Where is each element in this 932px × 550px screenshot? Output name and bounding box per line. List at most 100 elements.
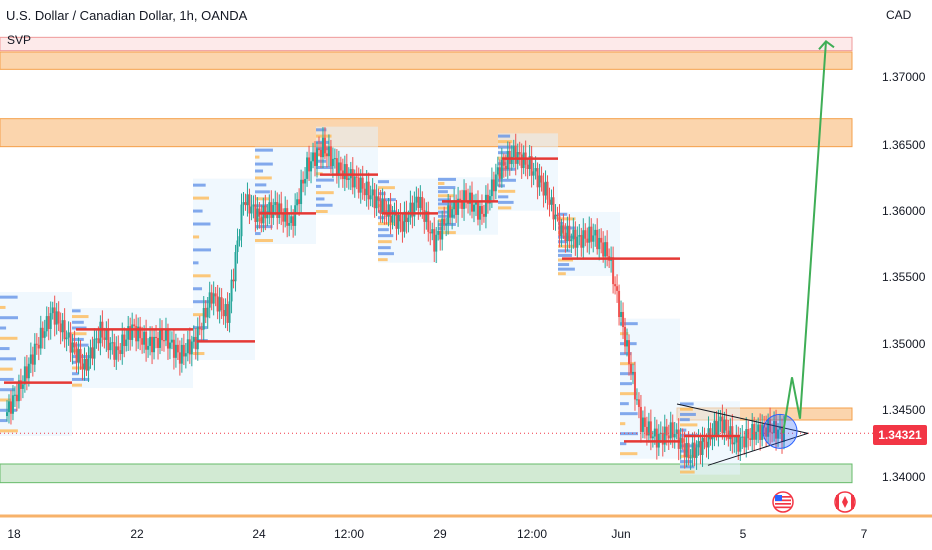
- volume-bar: [438, 194, 454, 198]
- bullish-candle: [717, 421, 720, 436]
- bullish-candle: [190, 341, 193, 355]
- bullish-candle: [594, 229, 597, 236]
- bullish-candle: [741, 436, 744, 438]
- bullish-candle: [647, 421, 650, 436]
- bullish-candle: [184, 353, 187, 357]
- volume-bar: [558, 253, 572, 257]
- bearish-candle: [737, 436, 740, 452]
- bullish-candle: [679, 437, 682, 449]
- canada-flag-bar: [836, 495, 839, 509]
- bearish-candle: [769, 419, 772, 433]
- supply-zone: [0, 118, 853, 148]
- bearish-candle: [715, 420, 718, 436]
- bullish-candle: [572, 229, 575, 240]
- bearish-candle: [480, 206, 483, 214]
- bearish-candle: [423, 210, 426, 222]
- bullish-candle: [566, 225, 569, 242]
- bearish-candle: [200, 329, 203, 331]
- bullish-candle: [707, 428, 710, 448]
- volume-bar: [378, 240, 392, 244]
- x-tick: 12:00: [516, 527, 548, 541]
- volume-bar: [193, 287, 203, 291]
- bearish-candle: [614, 284, 617, 287]
- bullish-candle: [451, 209, 454, 218]
- volume-bar: [620, 392, 637, 396]
- svp-indicator-label[interactable]: SVP: [7, 33, 32, 47]
- bullish-candle: [550, 197, 553, 205]
- bullish-candle: [474, 202, 477, 205]
- volume-bar: [680, 428, 687, 432]
- bullish-candle: [723, 419, 726, 434]
- bearish-candle: [514, 145, 517, 164]
- bearish-candle: [81, 363, 84, 370]
- bullish-candle: [5, 412, 8, 417]
- bearish-candle: [226, 304, 229, 323]
- bearish-candle: [210, 292, 213, 304]
- bullish-candle: [500, 159, 503, 179]
- bearish-candle: [580, 235, 583, 248]
- bullish-candle: [121, 334, 124, 354]
- volume-bar: [558, 258, 574, 262]
- volume-bar: [558, 249, 571, 253]
- bearish-candle: [600, 237, 603, 243]
- bearish-candle: [113, 342, 116, 360]
- bearish-candle: [19, 380, 22, 389]
- bearish-candle: [69, 332, 72, 353]
- bearish-candle: [329, 146, 332, 167]
- bullish-candle: [453, 200, 456, 210]
- bearish-candle: [325, 153, 328, 157]
- bullish-candle: [478, 206, 481, 220]
- bearish-candle: [57, 311, 60, 324]
- volume-bar: [378, 192, 386, 196]
- volume-bar: [620, 422, 626, 426]
- volume-bar: [438, 181, 445, 185]
- bullish-candle: [387, 204, 390, 217]
- bullish-candle: [457, 198, 460, 215]
- bullish-candle: [13, 394, 16, 396]
- bearish-candle: [417, 196, 420, 208]
- bearish-candle: [643, 417, 646, 427]
- bullish-candle: [55, 311, 58, 325]
- bullish-candle: [230, 279, 233, 302]
- us-flag-stripe: [775, 503, 791, 505]
- bullish-candle: [202, 308, 205, 330]
- us-flag-icon: [772, 491, 794, 513]
- volume-bar: [316, 191, 334, 195]
- bearish-candle: [133, 324, 136, 327]
- bearish-candle: [363, 188, 366, 196]
- bullish-candle: [472, 204, 475, 212]
- canada-flag-bar: [851, 495, 854, 509]
- bearish-candle: [405, 211, 408, 223]
- bearish-candle: [25, 366, 28, 379]
- volume-bar: [680, 470, 695, 474]
- volume-bar: [0, 295, 18, 299]
- bearish-candle: [314, 152, 317, 166]
- volume-bar: [680, 402, 694, 406]
- bullish-candle: [695, 447, 698, 458]
- volume-bar: [438, 214, 456, 218]
- bullish-candle: [510, 156, 513, 165]
- volume-bar: [378, 216, 386, 220]
- volume-bar: [620, 362, 635, 366]
- bearish-candle: [703, 437, 706, 442]
- volume-bar: [378, 234, 394, 238]
- volume-bar: [316, 178, 334, 182]
- bullish-candle: [99, 321, 102, 344]
- y-tick: 1.35000: [882, 337, 926, 351]
- bullish-candle: [576, 236, 579, 248]
- us-flag-stripe: [775, 499, 791, 502]
- volume-bar: [680, 412, 696, 416]
- bullish-candle: [653, 428, 656, 437]
- bearish-candle: [546, 181, 549, 200]
- pattern-circle: [762, 413, 798, 449]
- volume-bar: [620, 372, 635, 376]
- volume-bar: [193, 261, 199, 265]
- bearish-candle: [476, 202, 479, 220]
- y-tick: 1.34000: [882, 470, 926, 484]
- bearish-candle: [548, 199, 551, 205]
- bearish-candle: [41, 327, 44, 338]
- volume-bar: [72, 360, 78, 364]
- volume-bar: [255, 190, 270, 194]
- volume-bar: [620, 452, 638, 456]
